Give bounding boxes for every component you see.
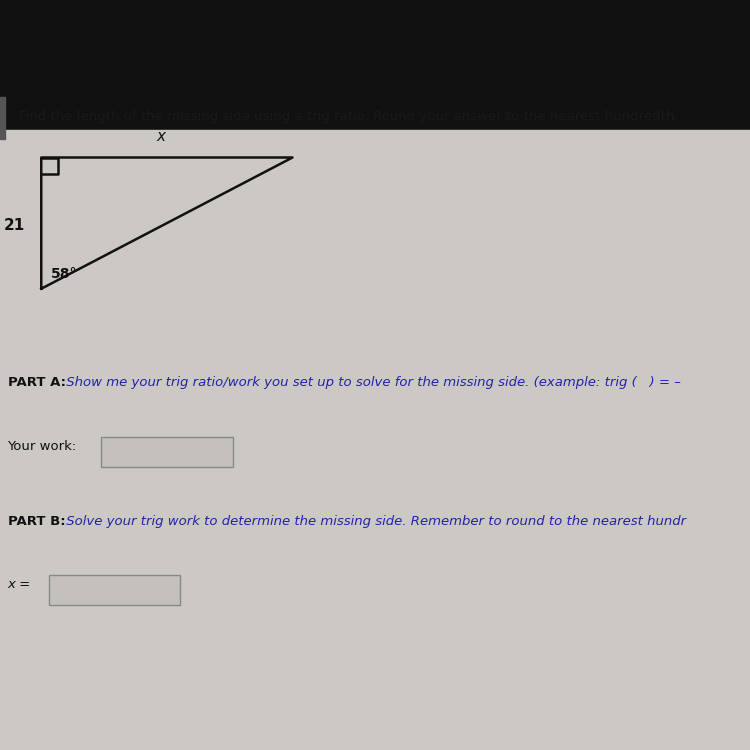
Bar — [101, 436, 232, 466]
Text: Show me your trig ratio/work you set up to solve for the missing side. (example:: Show me your trig ratio/work you set up … — [62, 376, 680, 389]
Text: 58°: 58° — [51, 267, 77, 281]
Bar — [0, 98, 4, 139]
Text: Solve your trig work to determine the missing side. Remember to round to the nea: Solve your trig work to determine the mi… — [62, 514, 686, 528]
Bar — [49, 575, 180, 605]
Text: Your work:: Your work: — [8, 440, 76, 453]
Bar — [0, 0, 750, 130]
Text: x: x — [157, 129, 166, 144]
Text: Find the length of the missing side using a trig ratio. Round your answer to the: Find the length of the missing side usin… — [19, 110, 678, 123]
Text: x =: x = — [8, 578, 31, 592]
Bar — [0, 130, 750, 750]
Text: PART A:: PART A: — [8, 376, 65, 389]
Text: PART B:: PART B: — [8, 514, 65, 528]
Text: 21: 21 — [4, 217, 25, 232]
